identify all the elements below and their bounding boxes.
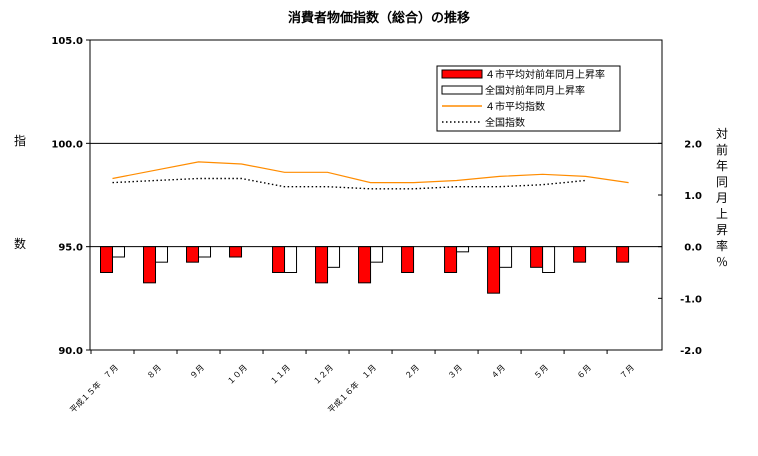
y-axis-left: 90.0 95.0 100.0 105.0 — [51, 36, 90, 357]
y-right-label-char: 上 — [716, 207, 728, 221]
series-line — [112, 161, 629, 184]
x-tick-label: ８月 — [145, 363, 163, 381]
y-right-tick-label: 2.0 — [684, 139, 702, 150]
bar — [444, 246, 458, 274]
bar — [315, 246, 329, 284]
x-tick-label: ３月 — [446, 363, 464, 381]
bar — [284, 246, 298, 274]
y-left-label-char: 指 — [14, 133, 26, 148]
x-tick-label: ７月 — [618, 363, 636, 381]
y-right-label-char: 前 — [716, 142, 728, 157]
axis-labels: 指数 対前年同月上昇率 ％ — [14, 127, 728, 269]
y-left-tick-label: 100.0 — [51, 139, 83, 150]
y-right-tick-label: -1.0 — [680, 294, 702, 305]
bar — [143, 246, 157, 284]
bar — [573, 246, 587, 263]
chart-title: 消費者物価指数（総合）の推移 — [288, 10, 470, 26]
x-tick-label: １０月 — [226, 363, 249, 386]
y-right-tick-label: -2.0 — [680, 346, 702, 357]
y-right-label-char: 率 — [716, 238, 728, 253]
legend-swatch — [441, 69, 483, 79]
y-right-label-char: 同 — [716, 175, 728, 189]
y-axis-right: -2.0 -1.0 0.0 1.0 2.0 — [658, 139, 702, 357]
x-tick-label: ２月 — [403, 363, 421, 381]
bar — [499, 246, 513, 268]
bar — [456, 246, 470, 253]
bar — [616, 246, 630, 263]
y-right-label-char: ％ — [716, 255, 728, 269]
bar — [358, 246, 372, 284]
x-tick-label: ４月 — [489, 363, 507, 381]
bar — [186, 246, 200, 263]
y-right-label-char: 昇 — [716, 223, 728, 237]
y-left-tick-label: 105.0 — [51, 36, 83, 47]
y-right-label-char: 対 — [716, 127, 728, 141]
bar — [327, 246, 341, 268]
bar — [112, 246, 126, 258]
series-line — [112, 177, 586, 190]
bar — [198, 246, 212, 258]
bar — [487, 246, 501, 294]
legend-swatch — [441, 85, 483, 95]
y-left-tick-label: 95.0 — [58, 243, 83, 254]
x-tick-label: 平成１５年 ７月 — [68, 362, 120, 414]
legend-label: ４市平均指数 — [485, 100, 545, 113]
y-right-label-char: 月 — [716, 191, 728, 205]
x-tick-label: ６月 — [575, 363, 593, 381]
legend-label: ４市平均対前年同月上昇率 — [485, 68, 605, 81]
y-right-tick-label: 0.0 — [684, 243, 702, 254]
x-tick-label: ５月 — [532, 363, 550, 381]
y-left-label-char: 数 — [14, 236, 26, 251]
y-right-tick-label: 1.0 — [684, 191, 702, 202]
bar — [229, 246, 243, 258]
legend-label: 全国対前年同月上昇率 — [485, 84, 585, 97]
y-right-label-char: 年 — [716, 159, 728, 173]
legend-label: 全国指数 — [485, 116, 525, 129]
bar — [530, 246, 544, 268]
x-tick-label: １２月 — [312, 363, 335, 386]
bar — [542, 246, 556, 274]
bar — [272, 246, 286, 274]
bar — [155, 246, 169, 263]
lines — [112, 161, 629, 190]
bars — [100, 246, 630, 294]
x-tick-label: １１月 — [269, 363, 292, 386]
y-left-tick-label: 90.0 — [58, 346, 83, 357]
x-tick-label: ９月 — [188, 363, 206, 381]
bar — [370, 246, 384, 263]
bar — [401, 246, 415, 274]
bar — [100, 246, 114, 274]
